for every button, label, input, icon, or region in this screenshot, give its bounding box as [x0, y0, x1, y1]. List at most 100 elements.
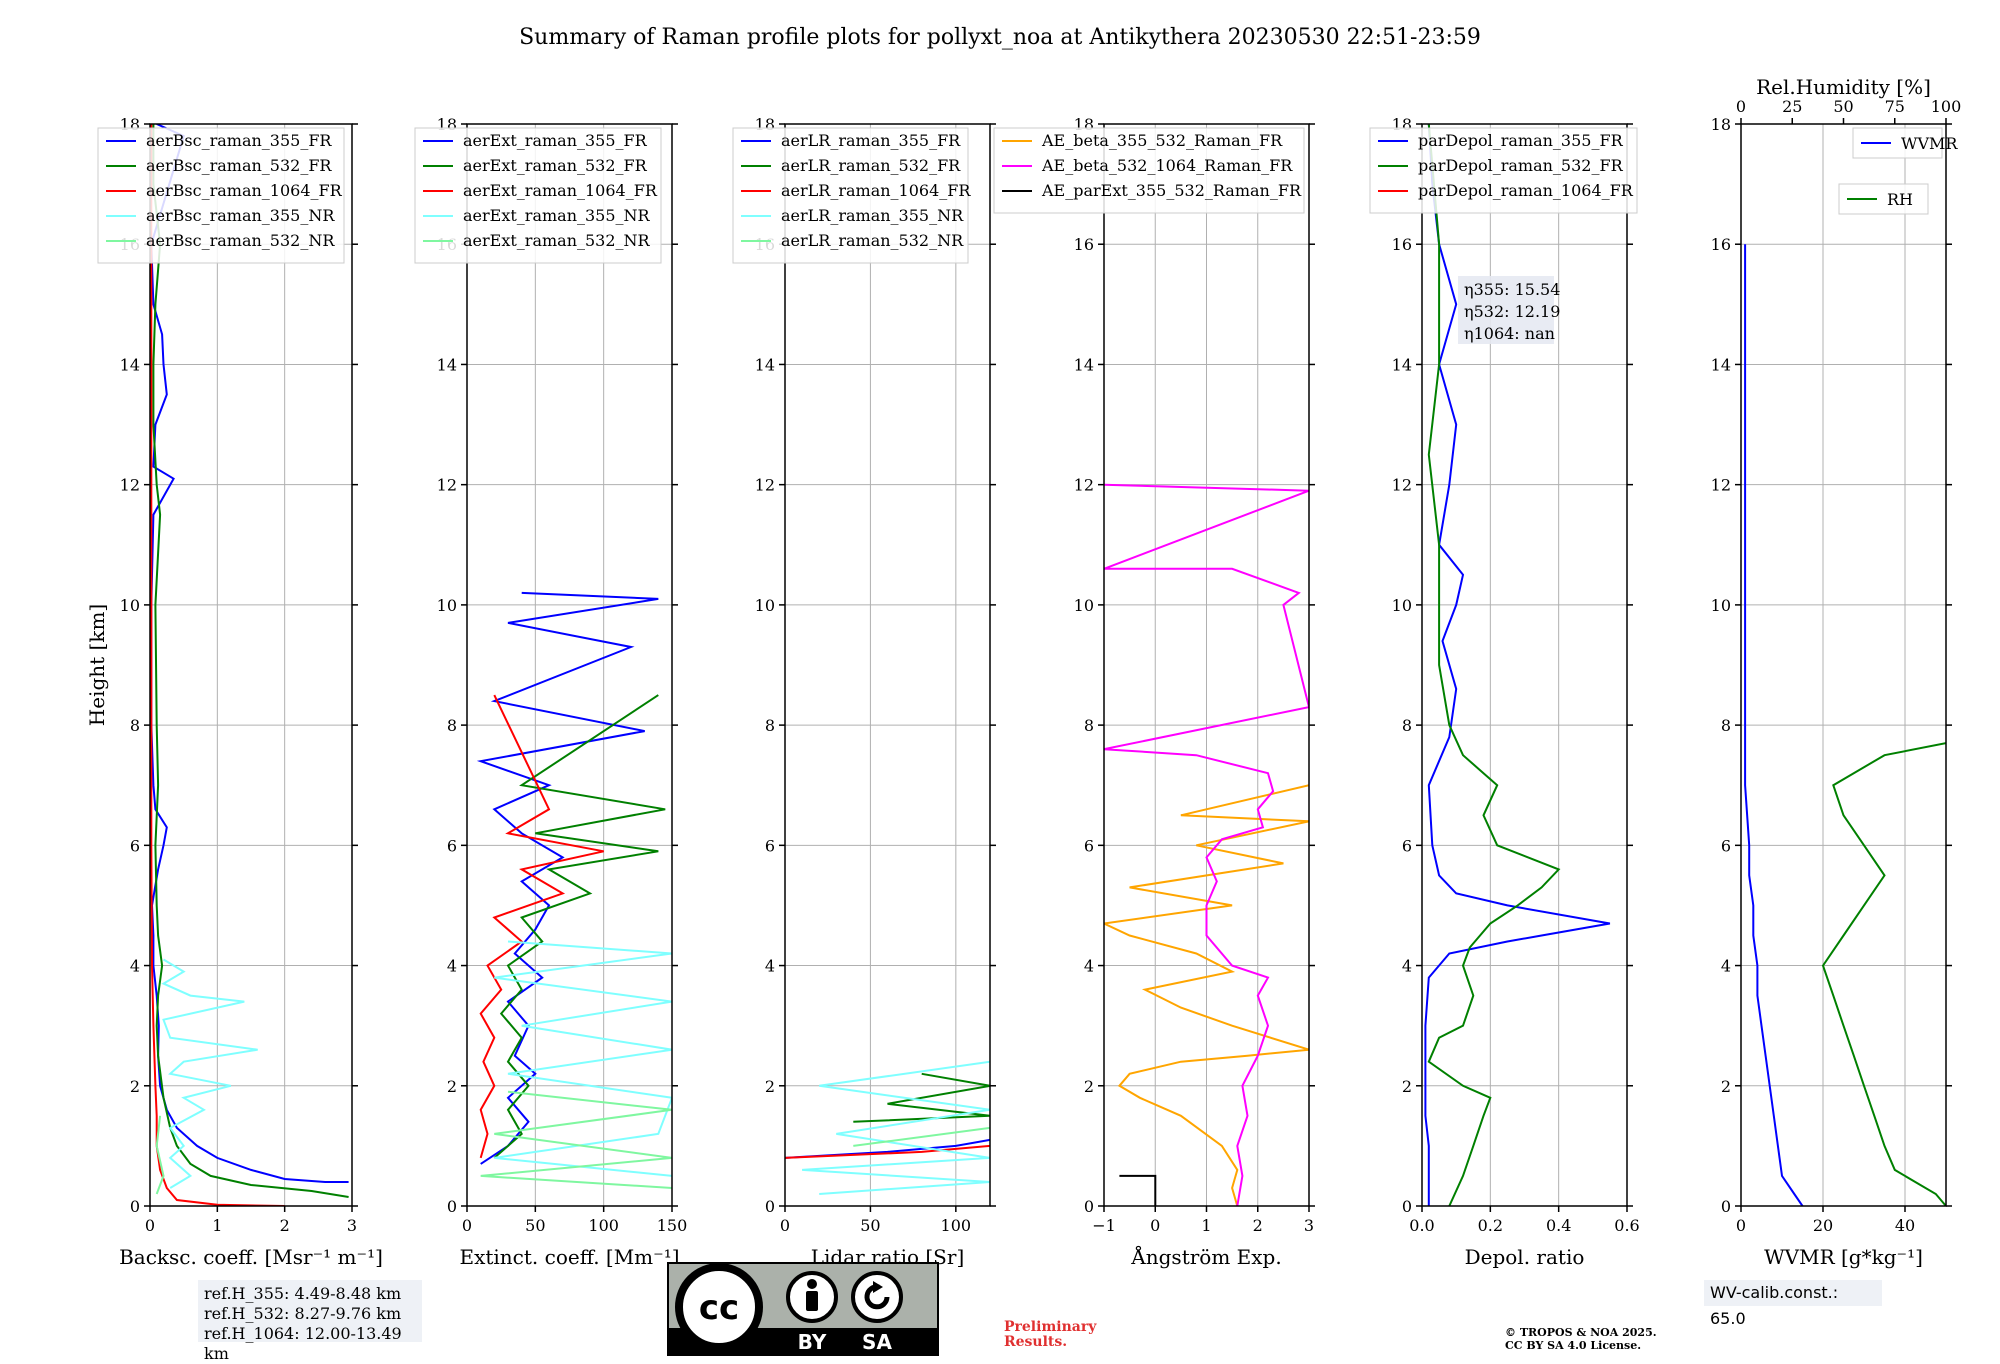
y-tick-label: 4 [1402, 957, 1412, 976]
top-tick-label: 0 [1736, 97, 1746, 116]
y-tick-label: 0 [1402, 1197, 1412, 1216]
y-tick-label: 12 [1711, 476, 1731, 495]
copyright-line-2: CC BY SA 4.0 License. [1505, 1339, 1642, 1352]
y-tick-label: 8 [1721, 716, 1731, 735]
y-tick-label: 6 [447, 836, 457, 855]
series-line-rh [1821, 742, 1946, 1206]
copyright-line-1: © TROPOS & NOA 2025. [1505, 1326, 1657, 1339]
legend-label: aerBsc_raman_1064_FR [146, 181, 343, 200]
x-tick-label: 0.0 [1409, 1216, 1434, 1235]
plot-frame [1103, 123, 1310, 1207]
y-tick-label: 6 [130, 836, 140, 855]
y-tick-label: 12 [755, 476, 775, 495]
chart-panel-1: 0123024681012141618Backsc. coeff. [Msr⁻¹… [85, 115, 383, 1269]
legend-box [414, 127, 662, 264]
y-tick-label: 6 [1402, 836, 1412, 855]
legend-label: aerLR_raman_355_NR [781, 206, 964, 225]
series-line-aerlr-raman-355-nr [802, 1060, 990, 1195]
y-tick-label: 10 [1074, 596, 1094, 615]
by-label: BY [798, 1330, 827, 1354]
y-tick-label: 16 [1711, 235, 1731, 254]
x-tick-label: 0 [462, 1216, 472, 1235]
x-tick-label: 100 [588, 1216, 619, 1235]
y-tick-label: 8 [765, 716, 775, 735]
x-axis-label: Extinct. coeff. [Mm⁻¹] [459, 1245, 679, 1269]
series-line-aerext-raman-355-nr [494, 940, 672, 1177]
panels: 0123024681012141618Backsc. coeff. [Msr⁻¹… [85, 75, 1961, 1269]
wv-calibration-box: WV-calib.const.: 65.0 [1704, 1280, 1882, 1328]
series-line-aerext-raman-355-fr [476, 591, 659, 1165]
legend-label: AE_beta_355_532_Raman_FR [1041, 131, 1283, 150]
legend-label: aerExt_raman_532_NR [463, 231, 651, 250]
top-tick-label: 100 [1931, 97, 1962, 116]
y-tick-label: 2 [1402, 1077, 1412, 1096]
legend-label: aerExt_raman_532_FR [463, 156, 648, 175]
figure-title: Summary of Raman profile plots for polly… [519, 25, 1481, 50]
x-tick-label: 50 [525, 1216, 545, 1235]
annotation-box [1458, 276, 1554, 344]
series-line-aerbsc-raman-532-nr [155, 1115, 165, 1195]
legend-label: aerExt_raman_355_FR [463, 131, 648, 150]
y-tick-label: 12 [1074, 476, 1094, 495]
series-line-pardepol-raman-355-fr [1424, 124, 1611, 1206]
series-line-aerbsc-raman-355-fr [150, 124, 349, 1183]
legend-label: aerExt_raman_1064_FR [463, 181, 658, 200]
top-tick-label: 50 [1833, 97, 1853, 116]
legend-label: aerLR_raman_1064_FR [781, 181, 971, 200]
y-tick-label: 4 [1084, 957, 1094, 976]
series-line-aerext-raman-532-nr [480, 1090, 672, 1189]
y-tick-label: 12 [120, 476, 140, 495]
y-tick-label: 12 [437, 476, 457, 495]
y-tick-label: 4 [447, 957, 457, 976]
x-tick-label: 2 [1253, 1216, 1263, 1235]
y-tick-label: 2 [130, 1077, 140, 1096]
x-axis-label: WVMR [g*kg⁻¹] [1764, 1245, 1923, 1269]
cc-by-sa-logo: cc BY SA [667, 1262, 939, 1356]
y-tick-label: 14 [755, 355, 775, 374]
plot-frame [149, 123, 353, 1207]
series-group [476, 591, 672, 1189]
svg-text:cc: cc [699, 1288, 739, 1328]
legend-label: RH [1887, 190, 1913, 209]
y-tick-label: 6 [1084, 836, 1094, 855]
preliminary-notice: Preliminary Results. [1004, 1320, 1096, 1350]
y-tick-label: 10 [1711, 596, 1731, 615]
y-tick-label: 4 [1721, 957, 1731, 976]
y-tick-label: 18 [1711, 115, 1731, 134]
series-line-aerlr-raman-1064-fr [785, 1144, 990, 1159]
y-tick-label: 0 [765, 1197, 775, 1216]
series-line-ae-beta-355-532-raman-fr [1104, 784, 1309, 1206]
legend-box [1369, 127, 1638, 214]
cc-icon [675, 1263, 763, 1351]
y-tick-label: 2 [1721, 1077, 1731, 1096]
legend-box [993, 127, 1305, 214]
sa-share-icon [851, 1271, 903, 1323]
annotation-line: η1064: nan [1464, 324, 1555, 343]
legend-label: aerExt_raman_355_NR [463, 206, 651, 225]
top-tick-label: 25 [1782, 97, 1802, 116]
y-tick-label: 10 [755, 596, 775, 615]
legend-label: parDepol_raman_532_FR [1418, 156, 1624, 175]
series-group [1424, 124, 1611, 1206]
y-tick-label: 16 [1392, 235, 1412, 254]
x-axis-label: Depol. ratio [1465, 1245, 1585, 1269]
annotation-line: η355: 15.54 [1464, 280, 1560, 299]
y-tick-label: 6 [1721, 836, 1731, 855]
x-axis-label: Ångström Exp. [1130, 1244, 1281, 1269]
series-group [1104, 483, 1309, 1206]
y-tick-label: 14 [120, 355, 140, 374]
legend-label: WVMR [1901, 134, 1958, 153]
x-tick-label: 1 [212, 1216, 222, 1235]
y-tick-label: 0 [130, 1197, 140, 1216]
legend-label: aerLR_raman_532_FR [781, 156, 961, 175]
ref-height-532: ref.H_532: 8.27-9.76 km [204, 1304, 402, 1323]
y-tick-label: 8 [130, 716, 140, 735]
x-tick-label: 40 [1895, 1216, 1915, 1235]
y-tick-label: 4 [765, 957, 775, 976]
series-group [785, 1060, 990, 1195]
chart-panel-6: 0 20 40 0 2 4 6 8 10 12 14 16 18 WVMR [g*kg⁻¹] 0 25 50 75… [1711, 75, 1962, 1269]
preliminary-line-1: Preliminary [1004, 1319, 1097, 1335]
y-tick-label: 14 [1392, 355, 1412, 374]
